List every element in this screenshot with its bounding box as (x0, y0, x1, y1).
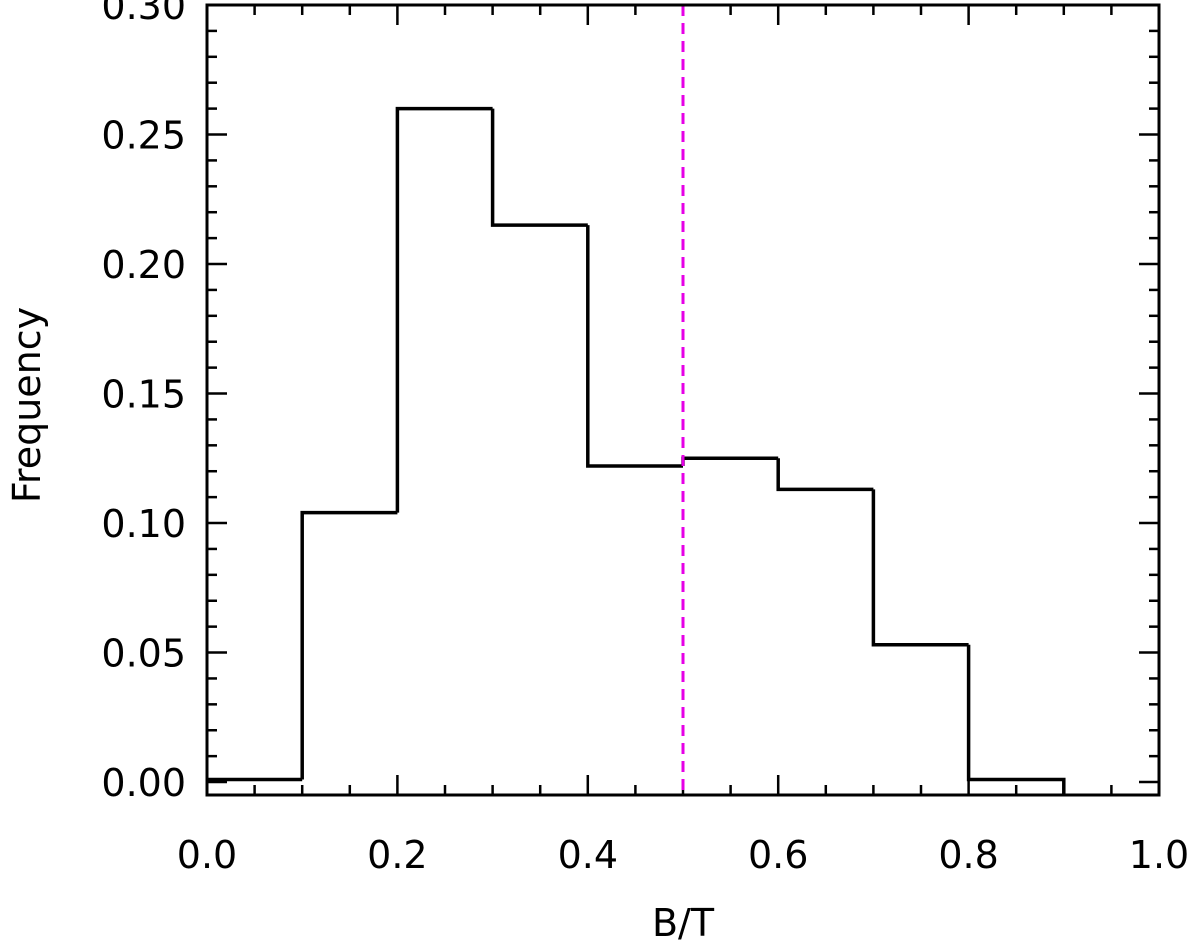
y-tick-label: 0.15 (101, 373, 186, 417)
y-tick-label: 0.25 (101, 114, 186, 158)
y-tick-label: 0.30 (101, 0, 186, 28)
histogram-bin (871, 489, 969, 647)
histogram-bin (966, 644, 1066, 795)
histogram-bin (395, 106, 493, 513)
x-tick-label: 0.6 (748, 833, 808, 877)
x-tick-label: 0.0 (177, 833, 237, 877)
x-axis-title: B/T (652, 901, 715, 945)
x-tick-label: 1.0 (1129, 833, 1189, 877)
x-tick-label: 0.8 (938, 833, 998, 877)
histogram-bin (586, 225, 683, 468)
y-tick-label: 0.10 (101, 502, 186, 546)
y-axis-title: Frequency (5, 307, 49, 503)
y-tick-labels: 0.00 0.05 0.10 0.15 0.20 0.25 0.30 (101, 0, 186, 805)
histogram-bin (490, 108, 588, 227)
histogram-bin (300, 510, 398, 780)
plot-frame (205, 3, 1161, 797)
histogram-bins (207, 106, 1066, 795)
y-tick-label: 0.20 (101, 243, 186, 287)
x-tick-labels: 0.0 0.2 0.4 0.6 0.8 1.0 (177, 833, 1189, 877)
histogram-bin (681, 456, 779, 467)
histogram-bin (776, 458, 874, 492)
y-tick-label: 0.05 (101, 632, 186, 676)
y-tick-label: 0.00 (101, 761, 186, 805)
x-tick-label: 0.4 (558, 833, 618, 877)
x-tick-label: 0.2 (367, 833, 427, 877)
